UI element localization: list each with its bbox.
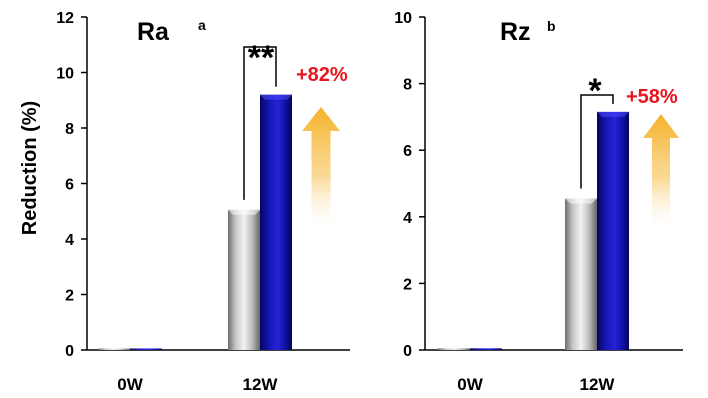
bar-blue — [597, 111, 629, 350]
y-tick-label: 4 — [403, 210, 412, 227]
panel-title: Ra — [137, 18, 170, 46]
increase-label: +58% — [626, 86, 678, 108]
bar-gray — [228, 209, 260, 350]
y-tick-label: 8 — [403, 77, 412, 94]
x-tick-label: 0W — [117, 375, 143, 394]
x-tick-label: 12W — [243, 375, 279, 394]
bar-gray — [98, 348, 130, 350]
y-tick-label: 12 — [56, 10, 74, 27]
chart-panel-ra: Ra a Reduction (%) 0 2 4 6 8 10 12 0W 12W ** +82… — [19, 10, 350, 394]
bar-top-bevel — [597, 111, 629, 117]
y-axis-label: Reduction (%) — [19, 101, 41, 235]
y-tick-label: 2 — [403, 276, 412, 293]
significance-marker: * — [588, 72, 602, 110]
bar-gray — [438, 348, 470, 350]
increase-arrow-icon — [643, 114, 679, 233]
y-tick-label: 2 — [65, 288, 74, 305]
significance-bracket — [580, 94, 614, 189]
y-tick-label: 10 — [56, 66, 74, 83]
y-tick-label: 4 — [65, 232, 74, 249]
bars — [438, 111, 629, 350]
significance-bracket — [243, 46, 277, 200]
y-tick-label: 0 — [65, 343, 74, 360]
y-tick-label: 8 — [65, 121, 74, 138]
bar-top-bevel — [228, 209, 260, 215]
y-tick-label: 0 — [403, 343, 412, 360]
y-tick-label: 6 — [403, 143, 412, 160]
bar-blue — [470, 348, 502, 350]
increase-label: +82% — [296, 64, 348, 86]
axes: 0 2 4 6 8 10 0W 12W — [394, 10, 683, 394]
y-tick-label: 10 — [394, 10, 412, 27]
panel-letter: a — [198, 17, 206, 33]
bar-blue — [130, 348, 162, 350]
y-tick-label: 6 — [65, 177, 74, 194]
significance-marker: ** — [248, 39, 275, 77]
bar-top-bevel — [565, 198, 597, 204]
x-tick-label: 12W — [580, 375, 616, 394]
bars — [98, 94, 292, 350]
panel-title: Rz — [500, 18, 531, 46]
x-tick-label: 0W — [457, 375, 483, 394]
bar-top-bevel — [260, 94, 292, 100]
panel-letter: b — [547, 18, 556, 34]
bar-gray — [565, 198, 597, 350]
chart-panel-rz: Rz b 0 2 4 6 8 10 0W 12W * +58% — [394, 10, 683, 394]
bar-blue — [260, 94, 292, 350]
annotations: ** +82% — [243, 39, 348, 233]
annotations: * +58% — [580, 72, 679, 233]
axes: 0 2 4 6 8 10 12 0W 12W — [56, 10, 350, 394]
increase-arrow-icon — [302, 107, 340, 233]
